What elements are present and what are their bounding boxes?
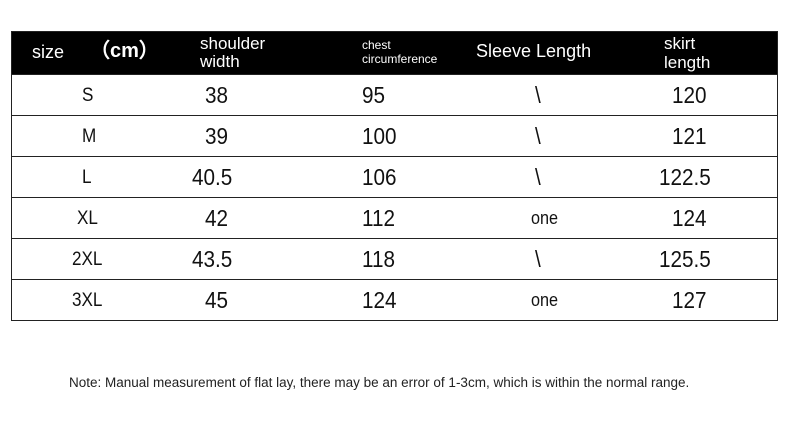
cell-shoulder: 45 [205,287,229,313]
cell-shoulder: 40.5 [192,164,233,190]
header-size: size [32,42,65,62]
cell-shoulder: 39 [205,123,229,149]
cell-chest: 100 [362,123,397,149]
cell-size: L [82,167,92,188]
cell-skirt: 124 [672,205,707,231]
cell-skirt: 122.5 [659,164,711,190]
cell-sleeve: \ [535,123,541,149]
cell-skirt: 121 [672,123,707,149]
cell-skirt: 127 [672,287,707,313]
header-shoulder-2: width [200,52,240,71]
cell-skirt: 120 [672,82,707,108]
cell-sleeve: one [531,290,559,310]
cell-sleeve: \ [535,82,541,108]
cell-skirt: 125.5 [659,246,711,272]
header-skirt-1: skirt [664,34,696,53]
header-chest-2: circumference [362,52,438,66]
cell-shoulder: 38 [205,82,229,108]
cell-sleeve: \ [535,164,541,190]
header-unit: （cm） [90,40,159,62]
table-row: 3XL 45 124 one 127 [12,279,777,320]
table-row: L 40.5 106 \ 122.5 [12,156,777,197]
header-shoulder-1: shoulder [200,34,266,53]
header-sleeve: Sleeve Length [476,41,592,61]
cell-chest: 106 [362,164,397,190]
cell-shoulder: 43.5 [192,246,233,272]
measurement-note: Note: Manual measurement of flat lay, th… [69,375,690,390]
cell-chest: 112 [362,205,396,231]
cell-chest: 95 [362,82,386,108]
size-chart-table: size （cm） shoulder width chest circumfer… [11,31,778,321]
table-header: size （cm） shoulder width chest circumfer… [12,32,777,74]
cell-size: 3XL [72,290,103,311]
cell-size: M [82,126,97,147]
cell-size: XL [77,208,98,229]
table-row: M 39 100 \ 121 [12,115,777,156]
table-row: XL 42 112 one 124 [12,197,777,238]
cell-size: S [82,85,94,106]
table-row: S 38 95 \ 120 [12,74,777,115]
header-chest-1: chest [362,38,391,52]
table-row: 2XL 43.5 118 \ 125.5 [12,238,777,279]
header-skirt-2: length [664,53,711,72]
cell-size: 2XL [72,249,103,270]
cell-sleeve: \ [535,246,541,272]
cell-shoulder: 42 [205,205,229,231]
cell-chest: 118 [362,246,396,272]
cell-sleeve: one [531,208,559,228]
cell-chest: 124 [362,287,397,313]
